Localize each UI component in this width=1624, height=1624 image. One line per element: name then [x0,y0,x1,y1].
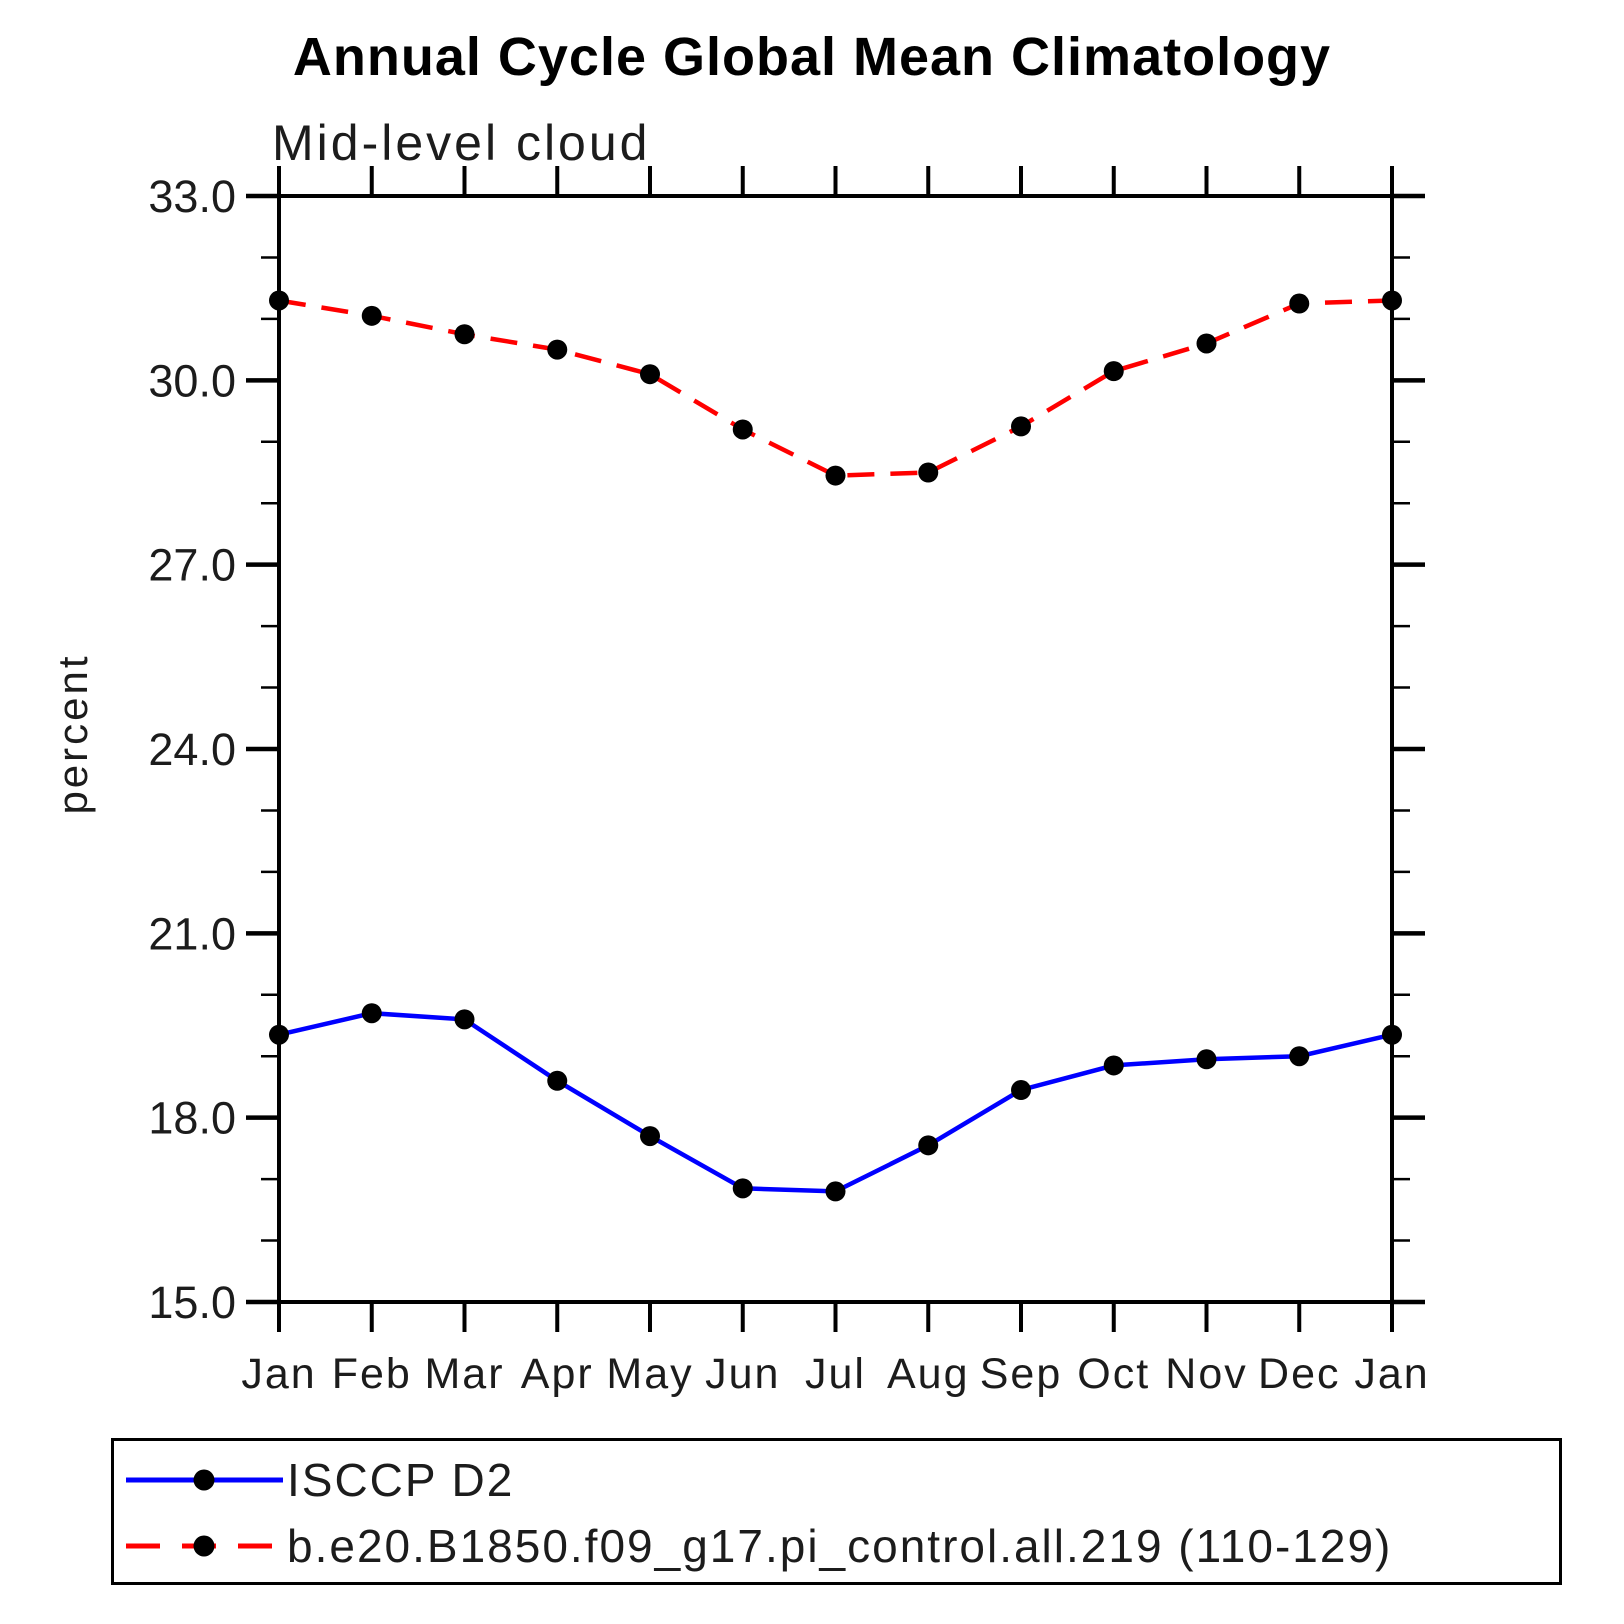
legend-line-sample-solid [126,1469,283,1491]
data-point-marker [732,419,753,440]
data-point-marker [1103,1055,1124,1076]
data-point-marker [918,1135,939,1156]
data-point-marker [825,465,846,486]
x-tick-label: Jan [1354,1350,1429,1398]
x-tick-label: Apr [521,1350,594,1398]
x-tick-label: Feb [332,1350,412,1398]
data-point-marker [1103,361,1124,382]
data-point-marker [1382,1024,1402,1045]
data-point-marker [269,1024,289,1045]
data-point-marker [454,1009,475,1030]
x-tick-label: Sep [980,1350,1063,1398]
legend-item-isccp: ISCCP D2 [122,1454,514,1506]
x-tick-label: May [606,1350,693,1398]
data-point-marker [1011,1080,1031,1101]
model-series-line [278,298,1393,478]
x-tick-label: Jun [705,1350,780,1398]
legend-label-model: b.e20.B1850.f09_g17.pi_control.all.219 (… [287,1520,1393,1572]
legend-box: ISCCP D2 b.e20.B1850.f09_g17.pi_control.… [111,1438,1562,1585]
x-tick-label: Aug [887,1350,970,1398]
data-point-marker [640,1126,660,1147]
x-tick-label: Jul [805,1350,866,1398]
chart-title: Annual Cycle Global Mean Climatology [292,27,1332,87]
chart-subtitle: Mid-level cloud [272,115,651,171]
data-point-marker [918,462,939,483]
data-point-marker [732,1178,753,1199]
y-tick-label: 24.0 [148,724,236,775]
data-point-marker [825,1181,846,1202]
data-point-marker [547,339,568,360]
legend-item-model: b.e20.B1850.f09_g17.pi_control.all.219 (… [122,1520,1392,1572]
x-tick-label: Oct [1077,1350,1150,1398]
x-tick-label: Nov [1165,1350,1247,1398]
data-point-marker [1196,1049,1217,1070]
y-tick-label: 18.0 [148,1093,236,1144]
y-tick-label: 33.0 [148,171,236,222]
data-point-marker [1289,293,1310,314]
data-point-marker [361,305,382,326]
x-tick-label: Dec [1258,1350,1340,1398]
plot-frame [277,194,1394,1304]
x-tick-label: Mar [424,1350,504,1398]
y-tick-label: 27.0 [148,540,236,591]
y-tick-label: 21.0 [148,908,236,959]
legend-line-sample-dashed [126,1535,283,1557]
data-point-marker [547,1070,568,1091]
x-tick-label: Jan [241,1350,316,1398]
legend-label-isccp: ISCCP D2 [287,1454,515,1506]
y-tick-label: 15.0 [148,1277,236,1328]
data-point-marker [454,324,475,345]
y-tick-label: 30.0 [148,355,236,406]
data-point-marker [1196,333,1217,354]
isccp-series-line [278,1010,1393,1194]
data-point-marker [1289,1046,1310,1067]
data-point-marker [269,290,289,311]
data-point-marker [640,364,660,385]
data-point-marker [1382,290,1402,311]
data-point-marker [361,1003,382,1024]
data-point-marker [1011,416,1031,437]
